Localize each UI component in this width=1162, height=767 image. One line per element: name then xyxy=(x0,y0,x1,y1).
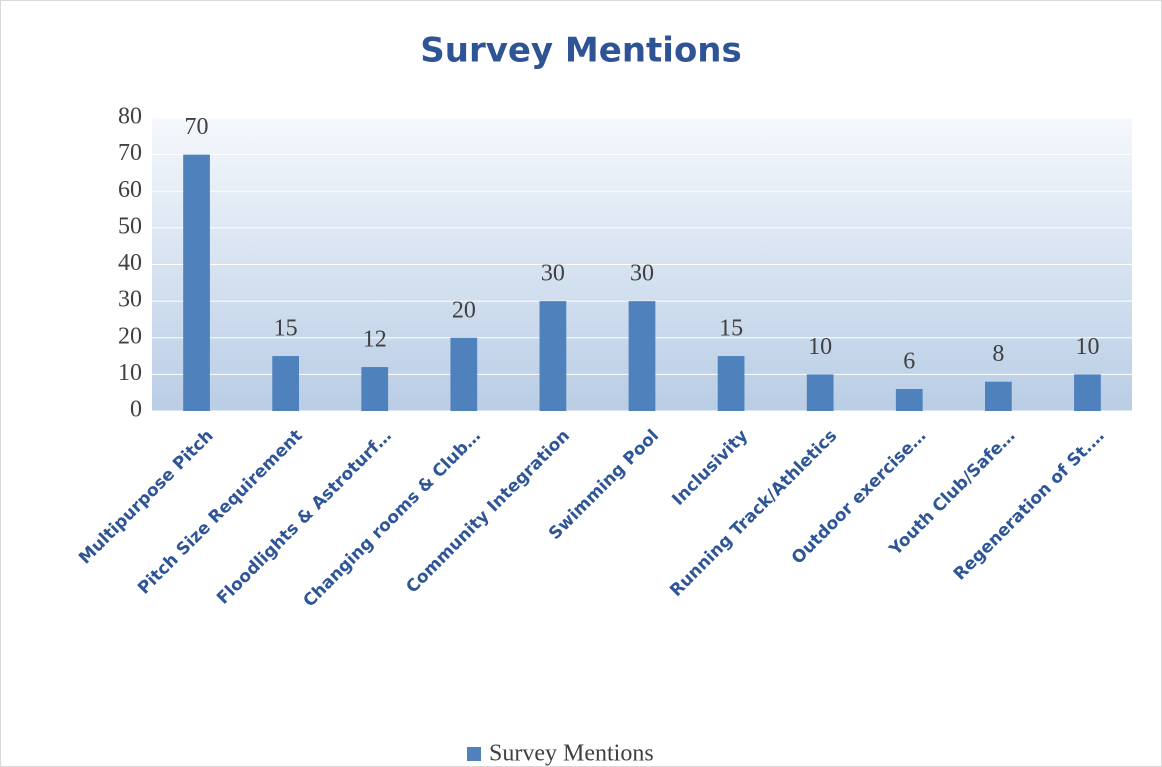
y-tick-label: 30 xyxy=(118,287,142,313)
data-label: 10 xyxy=(1075,334,1099,360)
bar xyxy=(717,356,745,411)
bar xyxy=(361,367,389,411)
y-tick-label: 70 xyxy=(118,140,142,166)
data-label: 20 xyxy=(452,297,476,323)
data-label: 15 xyxy=(719,316,743,342)
bar xyxy=(1074,374,1101,411)
data-label: 70 xyxy=(185,114,209,140)
data-label: 15 xyxy=(274,316,298,342)
bar xyxy=(895,389,923,411)
data-label: 8 xyxy=(992,341,1004,367)
bar xyxy=(628,301,656,411)
data-label: 30 xyxy=(541,261,565,287)
bar xyxy=(183,154,210,411)
data-label: 6 xyxy=(903,349,915,375)
y-tick-label: 20 xyxy=(118,323,142,349)
y-tick-label: 60 xyxy=(118,177,142,203)
bar xyxy=(985,381,1012,411)
bar xyxy=(272,356,299,411)
data-label: 30 xyxy=(630,261,654,287)
bar xyxy=(806,374,834,411)
y-tick-label: 80 xyxy=(118,104,142,130)
data-label: 12 xyxy=(363,327,387,353)
y-tick-label: 10 xyxy=(118,360,142,386)
y-tick-label: 40 xyxy=(118,250,142,276)
data-label: 10 xyxy=(808,334,832,360)
bar xyxy=(539,301,567,411)
legend-swatch xyxy=(467,747,481,761)
bar xyxy=(450,337,478,411)
y-tick-label: 0 xyxy=(130,397,142,423)
legend-label: Survey Mentions xyxy=(489,741,654,767)
chart-title: Survey Mentions xyxy=(420,31,742,71)
y-tick-label: 50 xyxy=(118,213,142,239)
